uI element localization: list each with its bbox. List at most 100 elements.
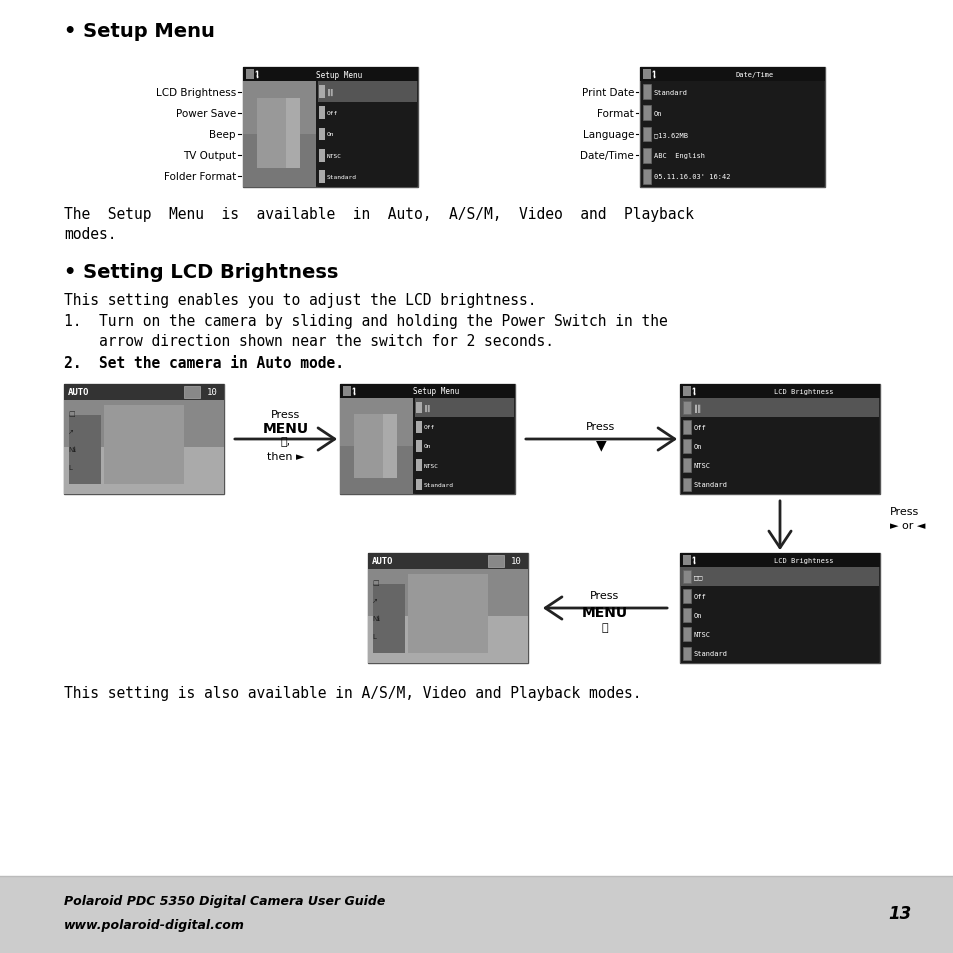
Bar [682, 570, 690, 583]
Text: L: L [372, 634, 375, 639]
Text: ↗: ↗ [372, 598, 377, 603]
Text: L: L [68, 464, 71, 471]
Bar [354, 415, 382, 478]
Text: This setting is also available in A/S/M, Video and Playback modes.: This setting is also available in A/S/M,… [64, 685, 640, 700]
Bar [682, 590, 690, 603]
Bar [373, 584, 405, 654]
Bar [682, 387, 690, 396]
Text: ⌷: ⌷ [601, 622, 608, 633]
Bar [317, 82, 416, 103]
Bar [416, 421, 421, 433]
Bar [256, 99, 286, 169]
Bar [642, 70, 650, 80]
Text: ▢13.62MB: ▢13.62MB [654, 132, 687, 138]
Bar [243, 82, 315, 188]
Bar [682, 459, 690, 473]
Bar [318, 171, 325, 184]
Text: 10: 10 [511, 557, 521, 566]
Bar [682, 440, 690, 454]
Text: On: On [327, 132, 335, 137]
Bar [682, 628, 690, 641]
Bar [680, 456, 878, 476]
Text: 1.  Turn on the camera by sliding and holding the Power Switch in the: 1. Turn on the camera by sliding and hol… [64, 314, 667, 329]
Text: • Setting LCD Brightness: • Setting LCD Brightness [64, 263, 338, 282]
Bar [680, 417, 878, 436]
Bar [682, 420, 690, 434]
Bar [339, 398, 413, 495]
Bar [368, 554, 527, 569]
Bar [318, 86, 325, 99]
Bar [682, 556, 690, 565]
Bar [639, 68, 824, 82]
Bar [368, 554, 527, 663]
Bar [416, 441, 421, 453]
Text: www.polaroid-digital.com: www.polaroid-digital.com [64, 918, 245, 931]
Bar [317, 167, 416, 188]
Bar [679, 554, 879, 663]
Text: Standard: Standard [423, 482, 454, 487]
Bar [416, 479, 421, 491]
Text: Press: Press [889, 506, 919, 517]
Text: NTSC: NTSC [693, 632, 710, 638]
Text: Standard: Standard [693, 651, 727, 657]
Text: MENU: MENU [263, 421, 309, 436]
Bar [639, 68, 824, 188]
Text: ▼: ▼ [595, 437, 606, 452]
Bar [416, 460, 421, 472]
Bar [64, 385, 224, 495]
Bar [339, 398, 413, 447]
Bar [642, 85, 650, 100]
Text: modes.: modes. [64, 227, 116, 242]
Bar [343, 387, 351, 396]
Text: AUTO: AUTO [68, 388, 90, 397]
Bar [680, 587, 878, 606]
Bar [318, 108, 325, 120]
Bar [256, 99, 299, 169]
Text: Date/Time: Date/Time [579, 151, 634, 161]
Bar [680, 625, 878, 644]
Bar [64, 385, 224, 400]
Bar [680, 476, 878, 495]
Text: NTSC: NTSC [327, 153, 341, 158]
Text: then ►: then ► [267, 452, 304, 461]
Bar [243, 68, 417, 188]
Bar [0, 876, 953, 953]
Bar [680, 606, 878, 625]
Text: ⌷,: ⌷, [280, 436, 291, 447]
Text: Press: Press [271, 410, 300, 419]
Bar [415, 417, 514, 436]
Text: 05.11.16.03' 16:42: 05.11.16.03' 16:42 [654, 174, 730, 180]
Text: Press: Press [586, 421, 615, 432]
Bar [642, 128, 650, 142]
Bar [640, 124, 823, 146]
Bar [318, 129, 325, 141]
Bar [640, 167, 823, 188]
Bar [682, 609, 690, 622]
Text: ║║: ║║ [327, 89, 335, 96]
Bar [317, 103, 416, 124]
Bar [640, 82, 823, 103]
Text: On: On [693, 443, 701, 450]
Text: Setup Menu: Setup Menu [413, 387, 459, 396]
Bar [415, 476, 514, 495]
Text: LCD Brightness: LCD Brightness [774, 389, 833, 395]
Text: Power Save: Power Save [175, 109, 235, 119]
Text: Off: Off [693, 593, 706, 599]
Text: On: On [693, 613, 701, 618]
Text: 13: 13 [887, 904, 911, 923]
Text: Off: Off [693, 424, 706, 431]
Text: The  Setup  Menu  is  available  in  Auto,  A/S/M,  Video  and  Playback: The Setup Menu is available in Auto, A/S… [64, 207, 693, 222]
Bar [64, 400, 224, 448]
Text: Off: Off [327, 112, 338, 116]
Bar [339, 385, 515, 495]
Text: ABC  English: ABC English [654, 153, 704, 159]
Text: Nℹ: Nℹ [372, 616, 379, 621]
Bar [415, 456, 514, 476]
Text: 10: 10 [207, 388, 218, 397]
Bar [243, 82, 315, 135]
Text: Standard: Standard [693, 482, 727, 488]
Bar [679, 385, 879, 495]
Bar [680, 436, 878, 456]
Bar [679, 385, 879, 398]
Bar [317, 124, 416, 146]
